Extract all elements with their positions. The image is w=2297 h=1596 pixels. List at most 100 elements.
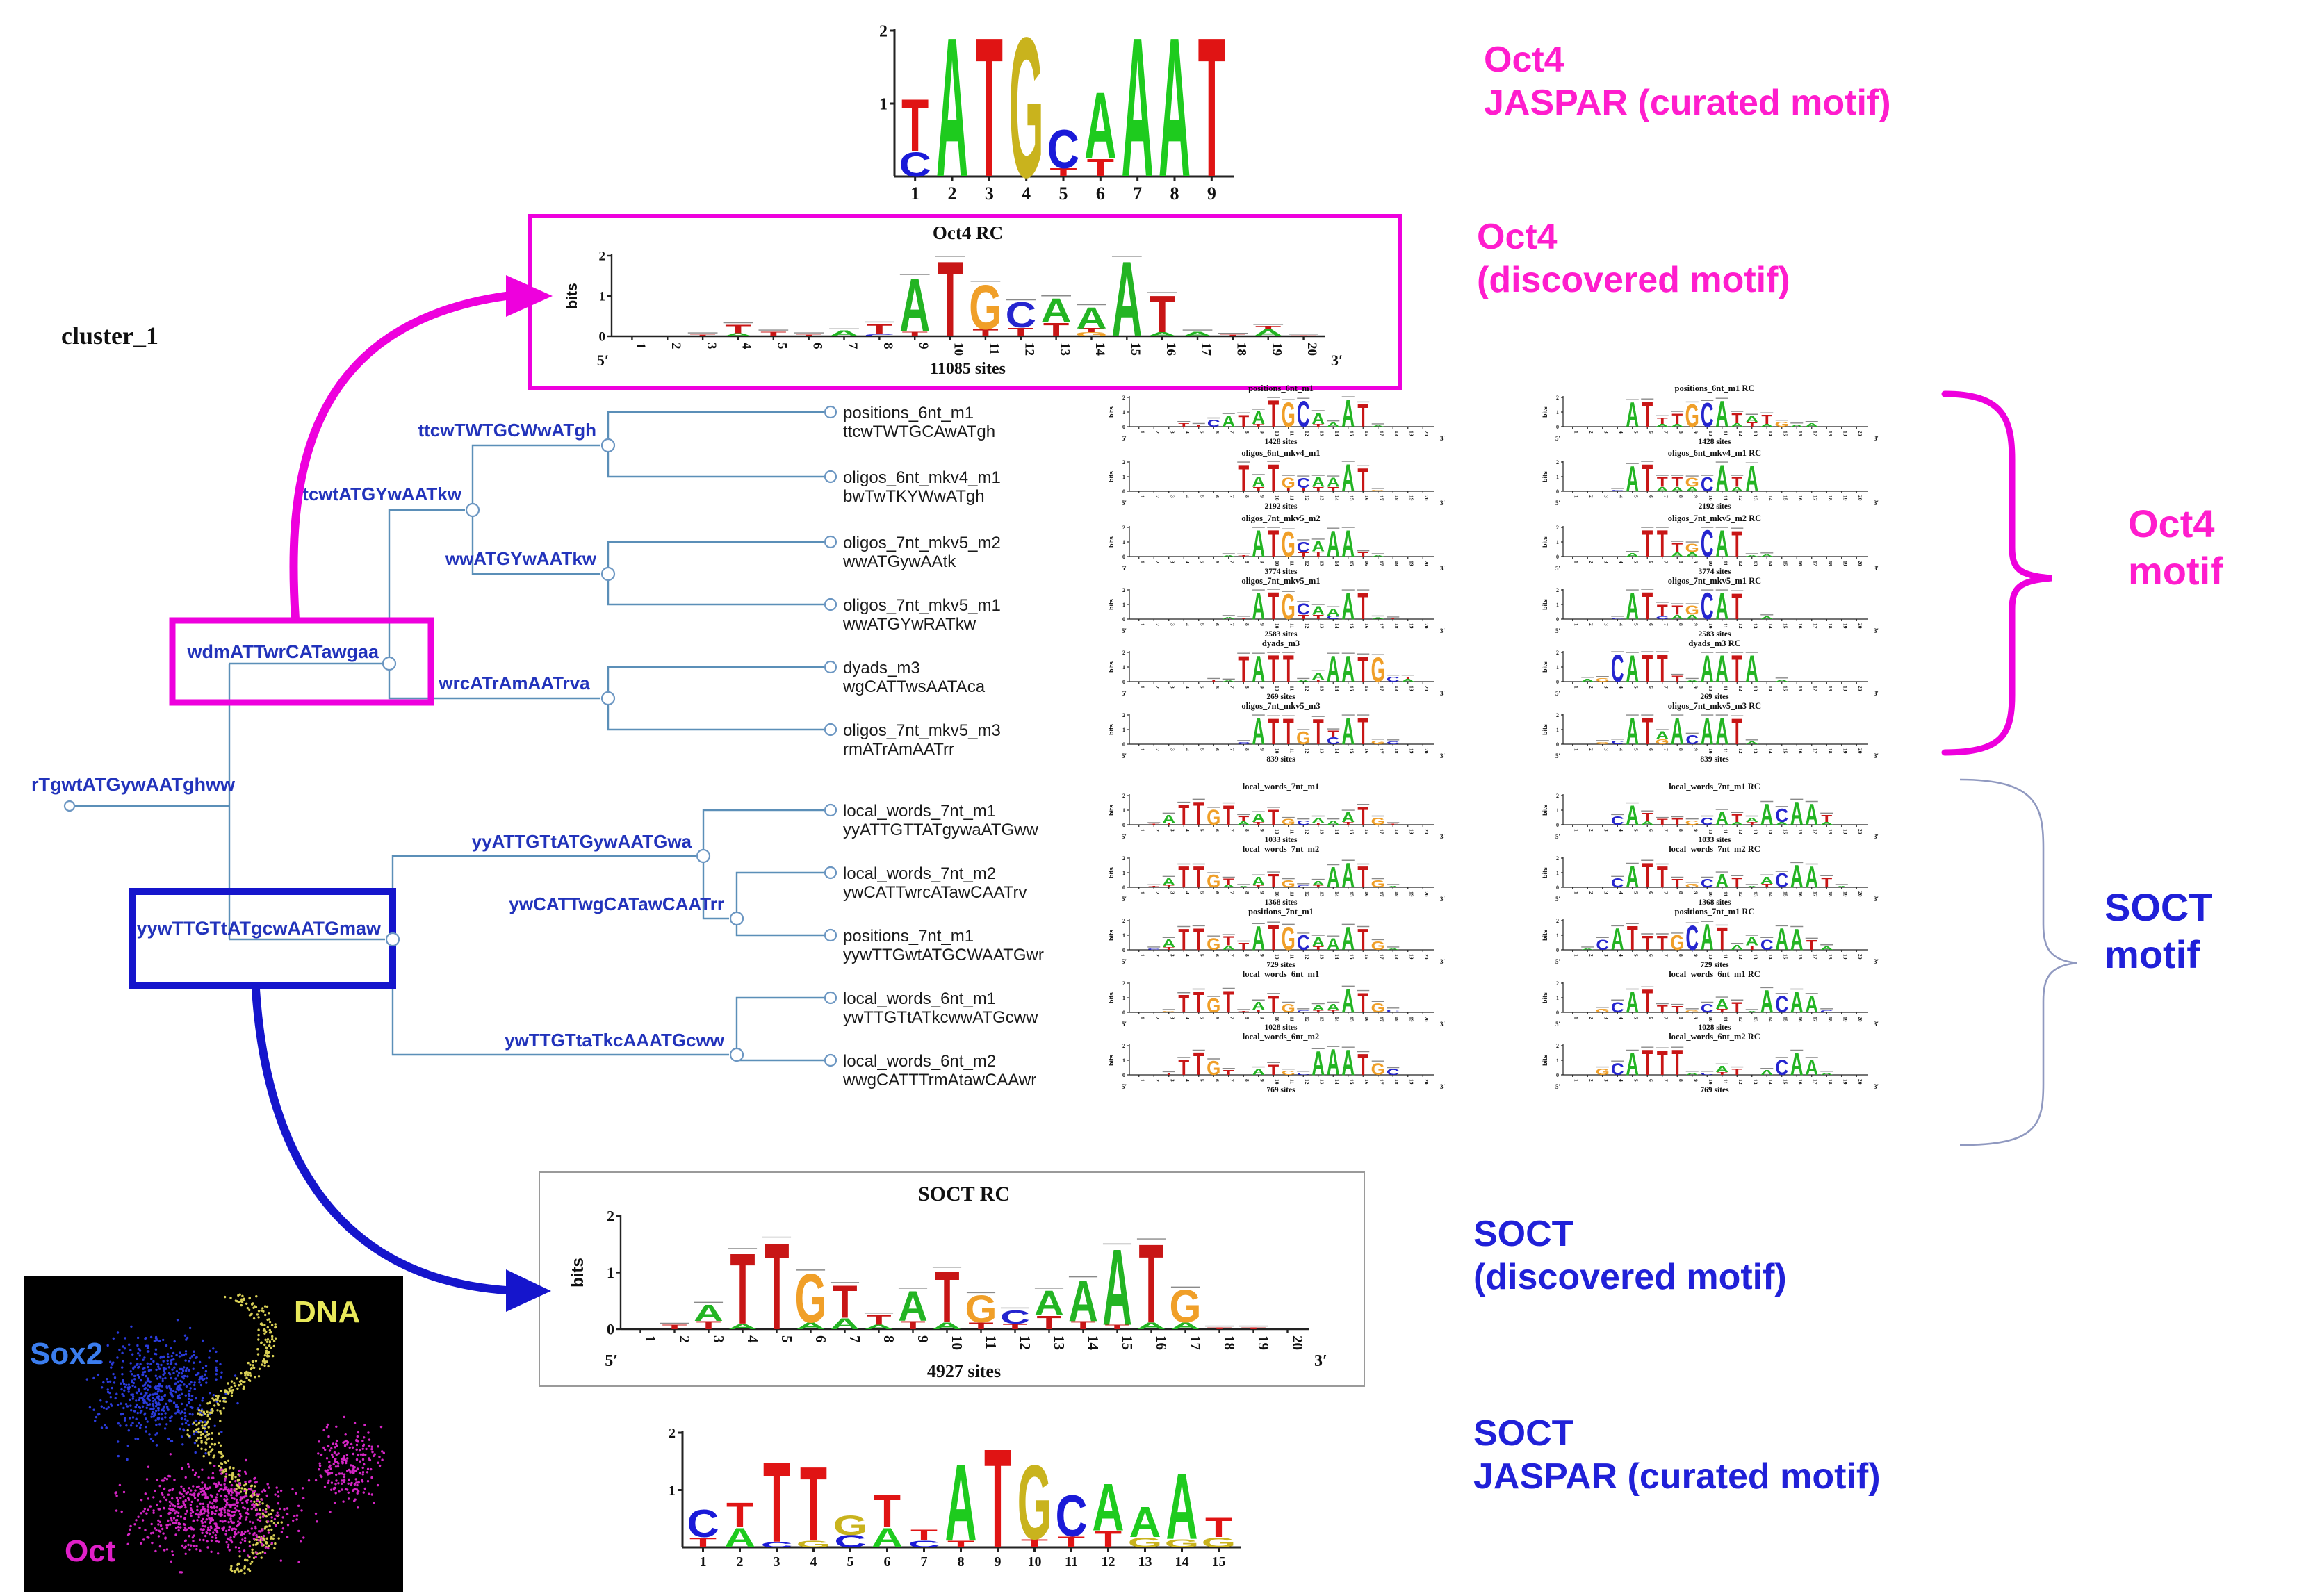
logo-letter: A <box>1685 614 1699 620</box>
oct-dots <box>183 1546 186 1549</box>
oct-dots <box>283 1508 286 1511</box>
sox2-dots <box>141 1405 145 1408</box>
sox2-dots <box>183 1418 187 1421</box>
oct-dots <box>163 1549 166 1552</box>
sox2-dots <box>138 1406 142 1409</box>
dna-dots <box>268 1328 271 1332</box>
annotation-line: SOCT <box>1473 1214 1574 1254</box>
logo-letter: T <box>1731 999 1742 1016</box>
x-axis-tick-label: 1 <box>1139 1017 1145 1019</box>
sox2-dots <box>156 1385 160 1388</box>
tree-root-label: rTgwtATGywAATghww <box>31 774 236 795</box>
oct-dots <box>238 1482 240 1485</box>
dna-dots <box>224 1400 227 1403</box>
dna-dots <box>197 1409 201 1412</box>
oct-dots <box>157 1519 160 1522</box>
logo-letter: A <box>1252 474 1265 491</box>
oct-dots <box>247 1529 250 1533</box>
oct-dots <box>350 1483 352 1486</box>
x-axis-tick-label: 3 <box>985 183 994 203</box>
logo-letter: A <box>1341 710 1355 752</box>
oct-dots <box>347 1491 350 1494</box>
dna-dots <box>213 1404 216 1407</box>
oct-dots <box>206 1488 210 1490</box>
oct-dots <box>210 1527 213 1529</box>
sox2-dots <box>195 1356 198 1359</box>
oct-dots <box>188 1465 190 1468</box>
oct-dots <box>322 1429 325 1432</box>
mini-logo-oligos_6nt_mkv4_m1-rc: oligos_6nt_mkv4_m1 RC 0 1 2 bits 1 2 3 4 5 6 7 8 9 10 1… <box>1537 447 1888 511</box>
soct-discovered-annotation: SOCT (discovered motif) <box>1473 1212 1787 1299</box>
oct-dots <box>231 1514 234 1517</box>
sox2-dots <box>138 1397 141 1399</box>
x-axis-tick-label: 1 <box>1139 623 1145 626</box>
sox2-dots <box>120 1388 123 1391</box>
sox2-dots <box>161 1385 163 1388</box>
logo-letter: T <box>763 1439 790 1566</box>
oct-dots <box>215 1540 218 1543</box>
annotation-line: (discovered motif) <box>1473 1257 1787 1297</box>
oct-dots <box>202 1517 204 1521</box>
oct-dots <box>330 1447 333 1450</box>
sox2-dots <box>174 1412 177 1415</box>
dna-dots <box>240 1303 243 1307</box>
sox2-dots <box>179 1351 181 1354</box>
dna-dots <box>210 1442 213 1446</box>
sox2-dots <box>152 1360 155 1363</box>
sox2-dots <box>204 1420 207 1423</box>
oct-dots <box>167 1519 170 1522</box>
bits-axis-label: bits <box>1108 536 1115 548</box>
sox2-dots <box>220 1431 223 1433</box>
oct-dots <box>234 1531 236 1533</box>
x-axis-tick-label: 11 <box>987 343 1002 355</box>
x-axis-tick-label: 3 <box>1603 561 1609 563</box>
logo-letter: T <box>934 1256 959 1339</box>
sites-count: 839 sites <box>1266 755 1295 764</box>
oct-dots <box>255 1533 258 1537</box>
logo-letter: G <box>1371 489 1385 491</box>
oct-dots <box>361 1440 364 1442</box>
sox2-dots <box>105 1426 108 1429</box>
dna-dots <box>213 1399 215 1402</box>
oct-dots <box>182 1495 185 1498</box>
x-axis-tick-label: 19 <box>1408 623 1414 629</box>
logo-letter: A <box>1327 523 1340 565</box>
sox2-dots <box>157 1417 161 1420</box>
x-axis-tick-label: 18 <box>1827 891 1833 897</box>
logo-letter: C <box>1297 820 1310 826</box>
five-prime-label: 5′ <box>1122 752 1127 759</box>
dna-dots <box>274 1326 277 1329</box>
sites-count: 2583 sites <box>1699 630 1731 639</box>
oct-dots <box>355 1448 358 1451</box>
logo-letter: T <box>1313 946 1324 951</box>
x-axis-tick-label: 7 <box>1229 748 1235 751</box>
sox2-dots <box>201 1399 204 1402</box>
logo-letter: T <box>1657 647 1668 691</box>
sox2-dots <box>109 1360 112 1363</box>
x-axis-tick-label: 17 <box>1378 1079 1384 1085</box>
sox2-dots <box>202 1378 204 1381</box>
x-axis-tick-label: 17 <box>1378 495 1384 501</box>
oct-dots <box>297 1561 300 1563</box>
sox2-dots <box>183 1334 187 1337</box>
x-axis-tick-label: 14 <box>1334 686 1340 691</box>
sox2-dots <box>154 1398 156 1401</box>
oct-dots <box>209 1486 211 1489</box>
x-axis-tick-label: 11 <box>1722 431 1728 436</box>
dna-dots <box>267 1513 270 1516</box>
oct-dots <box>265 1494 268 1497</box>
bits-axis-label: bits <box>1542 471 1548 482</box>
oct-dots <box>359 1460 361 1463</box>
oct-dots <box>167 1493 170 1496</box>
oct-dots <box>196 1499 199 1502</box>
sox2-dots <box>131 1397 134 1400</box>
oct-dots <box>194 1471 197 1474</box>
logo-letter: T <box>984 1420 1011 1577</box>
bits-axis-label: bits <box>1542 661 1548 673</box>
x-axis-tick-label: 8 <box>1170 183 1179 203</box>
oct-dots <box>345 1454 349 1456</box>
logo-letter: T <box>1671 541 1683 555</box>
dna-dots <box>248 1297 251 1300</box>
dna-dots <box>260 1309 263 1312</box>
logo-title: oligos_7nt_mkv5_m3 RC <box>1668 701 1761 711</box>
